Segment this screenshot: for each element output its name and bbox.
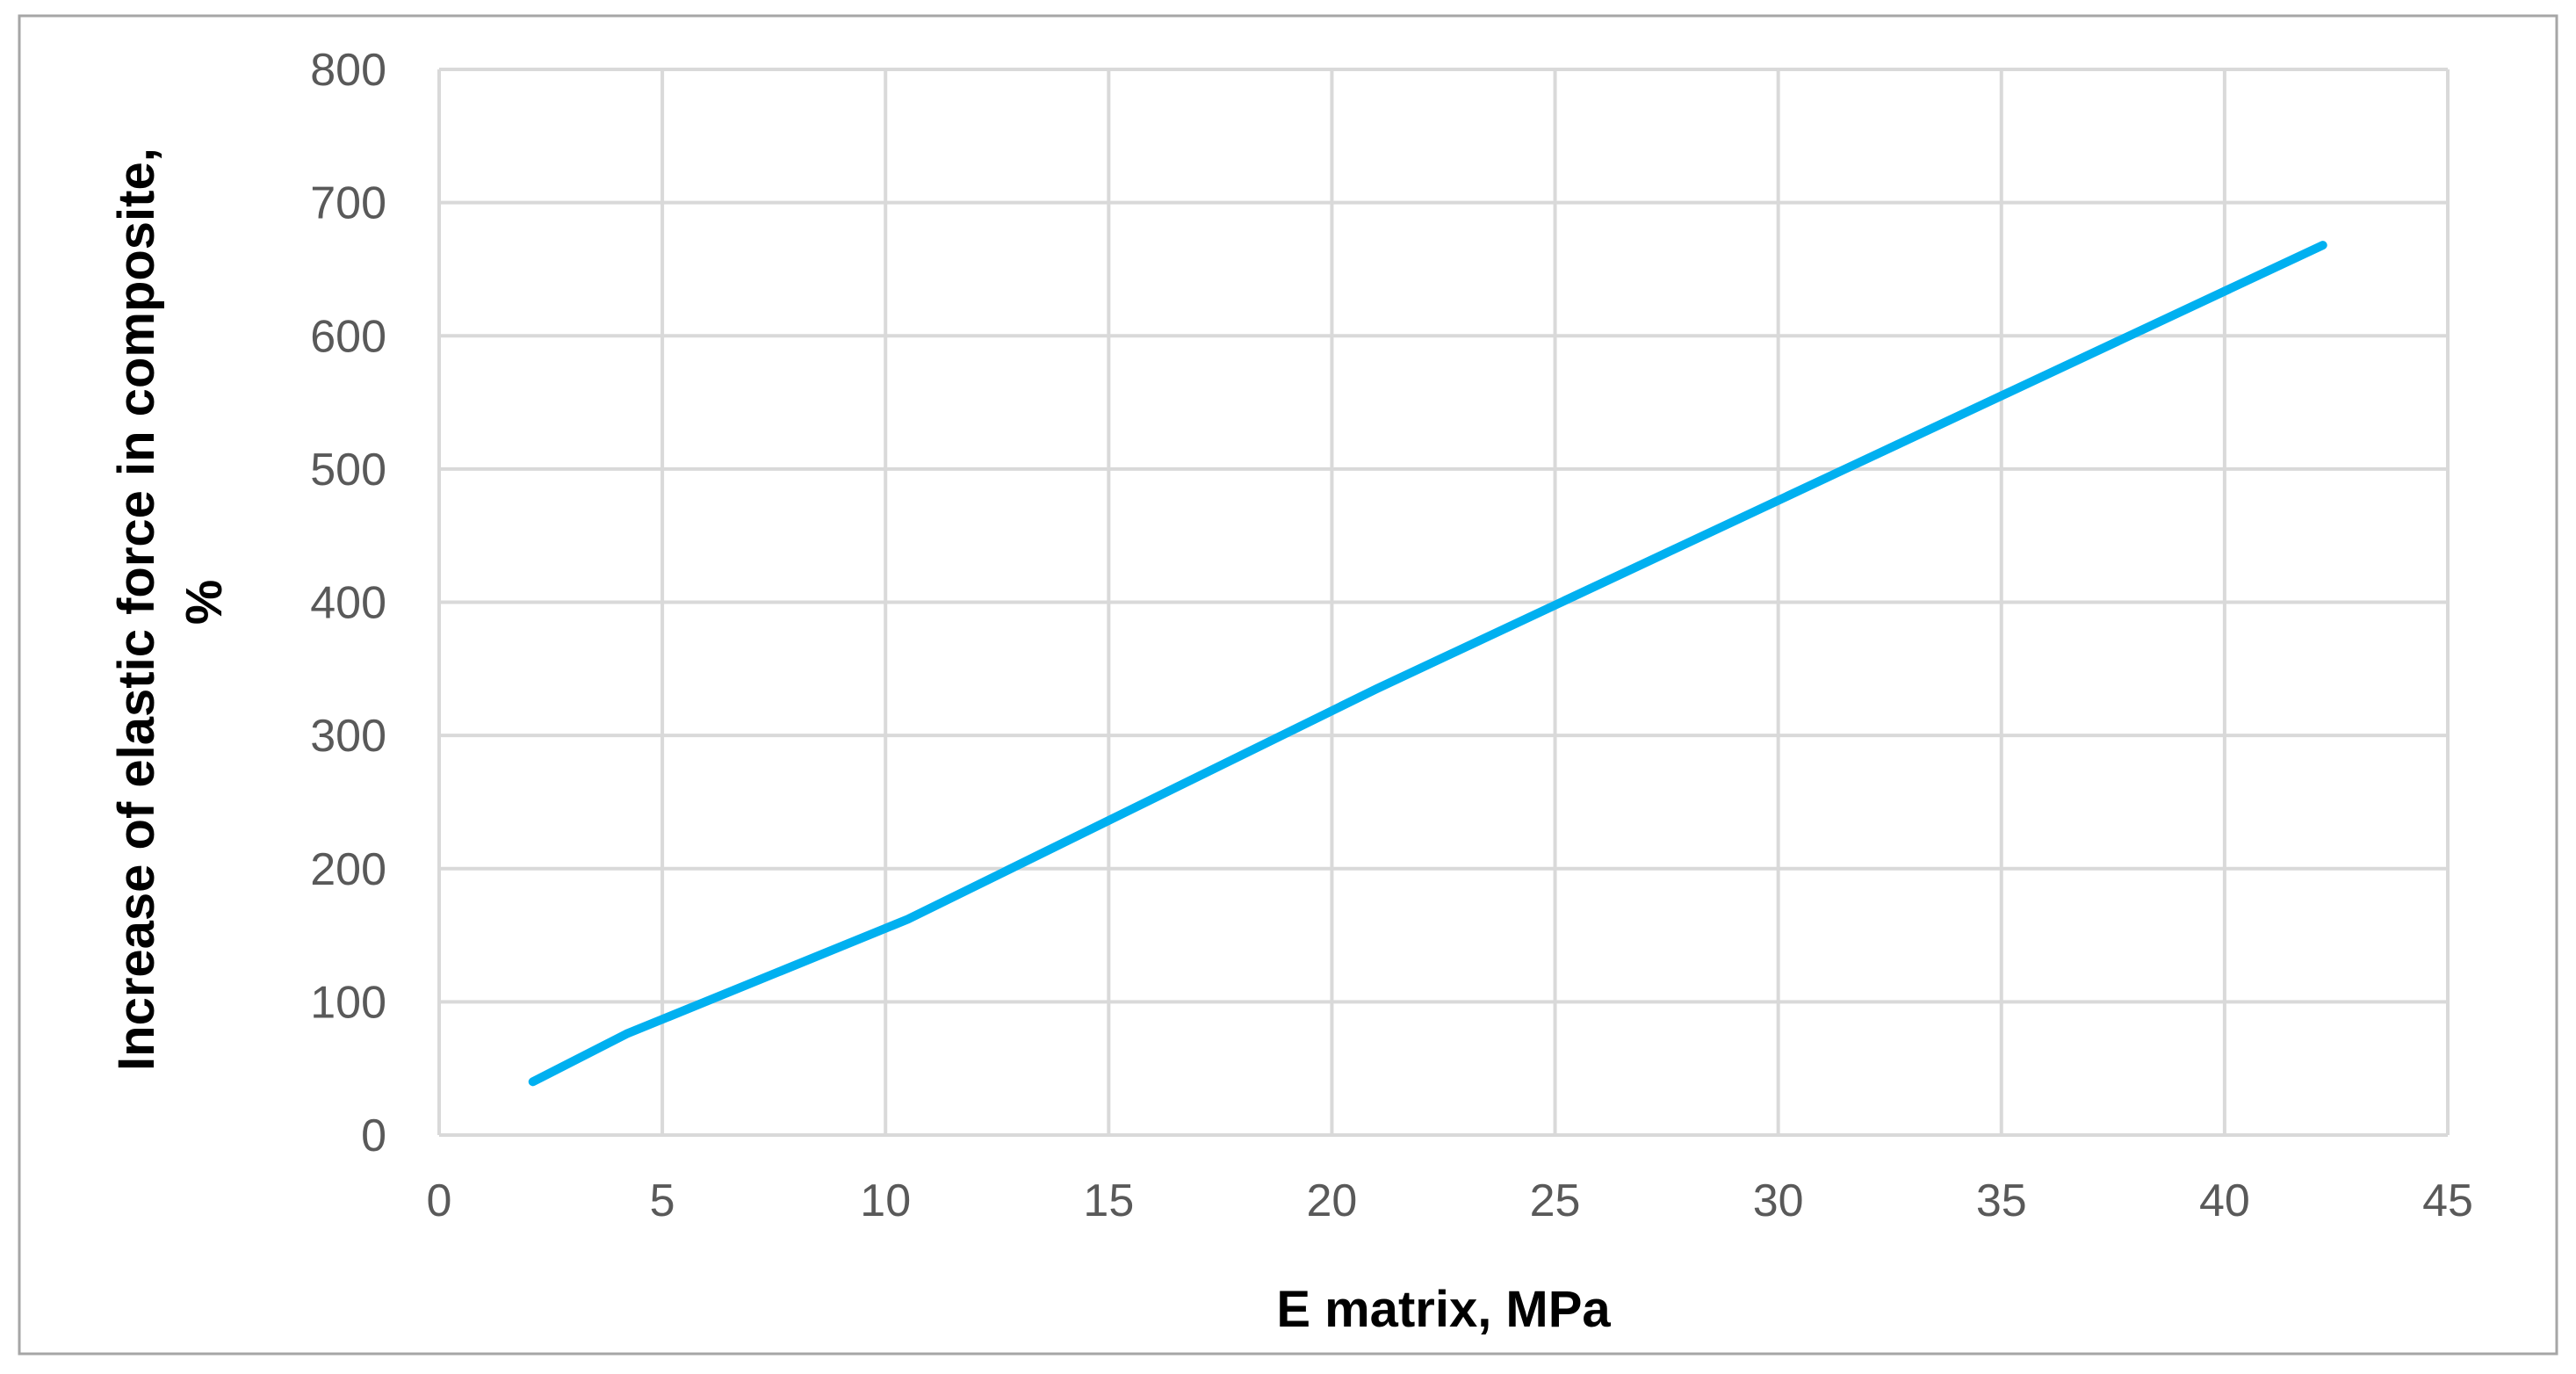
x-tick-label: 30 xyxy=(1753,1175,1804,1226)
x-tick-label: 10 xyxy=(860,1175,911,1226)
x-tick-label: 0 xyxy=(427,1175,452,1226)
y-tick-label: 300 xyxy=(310,711,386,762)
x-axis-title: E matrix, MPa xyxy=(1276,1281,1611,1338)
series-point xyxy=(2322,244,2324,246)
x-tick-label: 15 xyxy=(1083,1175,1134,1226)
tick-labels: 0 100 200 300 400 500 600 700 800 0 5 10 15 20 25 30 35 4… xyxy=(310,45,2473,1226)
x-tick-label: 45 xyxy=(2422,1175,2473,1226)
x-tick-label: 40 xyxy=(2199,1175,2250,1226)
series-point xyxy=(1375,688,1377,690)
y-tick-label: 800 xyxy=(310,45,386,96)
series-point xyxy=(532,1081,534,1082)
y-tick-label: 700 xyxy=(310,178,386,229)
chart-border xyxy=(18,14,2558,1356)
y-axis-title: Increase of elastic force in composite, … xyxy=(108,134,233,1071)
y-axis-title-line-2: % xyxy=(176,580,233,626)
series-point xyxy=(625,1033,627,1035)
x-tick-label: 35 xyxy=(1976,1175,2027,1226)
y-tick-label: 600 xyxy=(310,311,386,362)
series-point xyxy=(907,918,909,920)
y-tick-label: 0 xyxy=(361,1110,386,1161)
axes xyxy=(437,69,2448,1137)
y-tick-label: 500 xyxy=(310,445,386,495)
series-line xyxy=(528,241,2327,1087)
y-axis-title-line-1: Increase of elastic force in composite, xyxy=(108,148,165,1071)
x-tick-label: 20 xyxy=(1307,1175,1358,1226)
y-tick-label: 400 xyxy=(310,578,386,629)
x-tick-label: 25 xyxy=(1530,1175,1581,1226)
series xyxy=(528,241,2327,1087)
y-tick-label: 200 xyxy=(310,844,386,895)
x-tick-label: 5 xyxy=(650,1175,675,1226)
y-tick-label: 100 xyxy=(310,977,386,1028)
series-point xyxy=(1844,468,1846,470)
